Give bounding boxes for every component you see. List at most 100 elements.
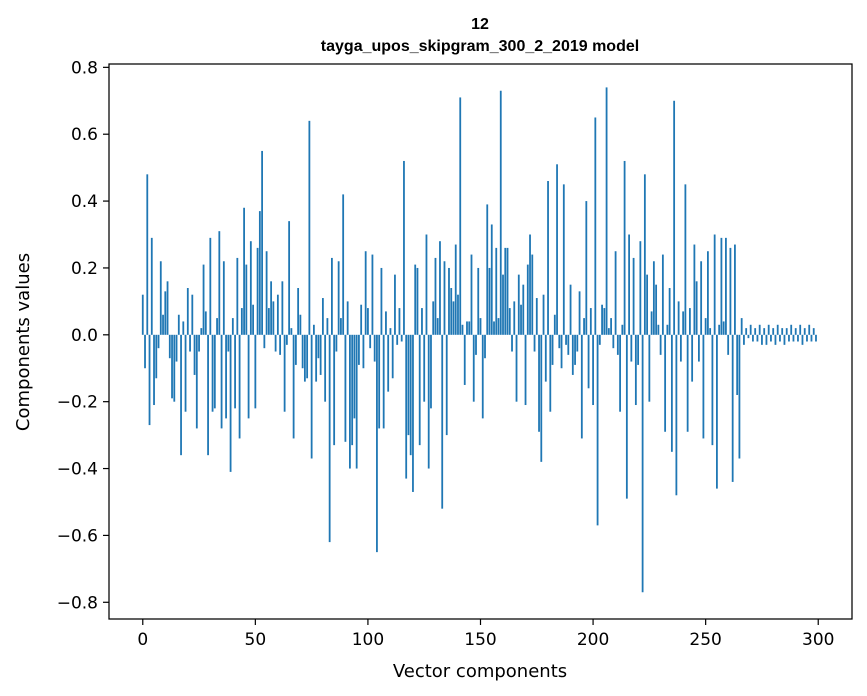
bar-243 <box>688 308 691 335</box>
bar-89 <box>342 194 345 335</box>
bar-78 <box>317 334 320 359</box>
bar-69 <box>297 288 300 335</box>
bar-138 <box>452 301 455 335</box>
bar-274 <box>758 324 761 335</box>
bar-154 <box>488 267 491 335</box>
y-tick-label: −0.6 <box>57 526 98 546</box>
bar-124 <box>421 308 423 335</box>
bar-65 <box>288 221 291 335</box>
bar-234 <box>668 288 671 335</box>
bar-41 <box>234 334 236 409</box>
bar-228 <box>655 284 658 335</box>
x-axis-label: Vector components <box>393 661 567 682</box>
bar-80 <box>321 298 324 335</box>
bar-161 <box>504 247 507 335</box>
bar-81 <box>324 334 327 402</box>
bar-70 <box>299 314 302 335</box>
bar-231 <box>661 254 664 335</box>
bar-30 <box>209 237 212 335</box>
bar-244 <box>691 334 694 382</box>
bar-155 <box>490 224 493 335</box>
bar-176 <box>538 334 540 432</box>
bar-284 <box>781 328 784 335</box>
bar-271 <box>752 334 754 342</box>
bar-4 <box>150 237 153 335</box>
bar-121 <box>414 264 417 335</box>
bar-10 <box>164 291 167 335</box>
bar-213 <box>621 324 624 335</box>
bar-88 <box>340 318 342 335</box>
bar-282 <box>776 324 779 335</box>
y-axis-label: Components values <box>13 253 34 431</box>
bar-214 <box>623 160 626 335</box>
bar-216 <box>628 234 630 335</box>
bar-92 <box>349 334 351 469</box>
bar-273 <box>756 334 759 342</box>
bar-13 <box>171 334 173 399</box>
bar-146 <box>470 254 473 335</box>
plot-area-frame <box>108 63 853 620</box>
bar-224 <box>646 274 649 335</box>
x-tick-label: 200 <box>577 630 609 650</box>
bar-12 <box>168 334 171 359</box>
bar-226 <box>650 311 653 335</box>
bar-37 <box>225 334 227 419</box>
bar-60 <box>276 294 279 335</box>
bar-132 <box>439 241 441 335</box>
bar-156 <box>493 321 495 335</box>
bar-149 <box>477 267 480 335</box>
bar-254 <box>713 234 716 335</box>
bar-255 <box>716 334 718 489</box>
bar-130 <box>434 257 437 335</box>
y-tick-label: 0.2 <box>71 259 98 279</box>
bar-165 <box>513 301 516 335</box>
bar-208 <box>610 318 612 335</box>
bar-95 <box>355 334 358 469</box>
bar-98 <box>362 334 365 369</box>
bar-61 <box>279 334 282 355</box>
bar-171 <box>526 264 529 335</box>
bar-153 <box>486 204 489 335</box>
bar-203 <box>598 334 601 345</box>
bar-96 <box>358 334 360 365</box>
bar-133 <box>441 334 444 509</box>
bar-71 <box>301 334 304 369</box>
bar-283 <box>779 334 781 342</box>
bar-193 <box>576 334 579 352</box>
bar-42 <box>236 257 239 335</box>
bar-51 <box>256 247 259 335</box>
y-tick-label: −0.2 <box>57 393 98 413</box>
bar-251 <box>707 251 709 335</box>
x-axis-ticks: 0 50 100 150 200 250 300 <box>137 619 834 650</box>
bar-268 <box>745 328 748 335</box>
bar-204 <box>601 304 603 335</box>
bar-220 <box>637 334 640 365</box>
bar-296 <box>808 324 811 335</box>
bar-79 <box>319 334 322 375</box>
bar-238 <box>677 301 680 335</box>
bar-236 <box>673 100 676 335</box>
bar-294 <box>803 328 806 335</box>
bar-127 <box>427 334 430 469</box>
bar-122 <box>416 267 419 335</box>
bar-281 <box>774 334 777 345</box>
bar-100 <box>367 308 369 335</box>
bar-82 <box>326 318 329 335</box>
bar-259 <box>725 237 727 335</box>
y-tick-label: 0.8 <box>71 58 98 78</box>
bar-106 <box>380 267 383 335</box>
bar-223 <box>643 174 646 335</box>
bar-39 <box>229 334 232 472</box>
bar-225 <box>648 334 651 402</box>
bar-175 <box>535 298 538 335</box>
bar-263 <box>734 244 736 335</box>
bar-280 <box>772 328 775 335</box>
bar-63 <box>283 334 286 412</box>
bar-188 <box>565 334 567 345</box>
bar-298 <box>812 328 815 335</box>
bar-151 <box>481 334 484 419</box>
bar-277 <box>765 334 768 345</box>
bar-87 <box>337 261 340 335</box>
bar-107 <box>382 334 385 429</box>
